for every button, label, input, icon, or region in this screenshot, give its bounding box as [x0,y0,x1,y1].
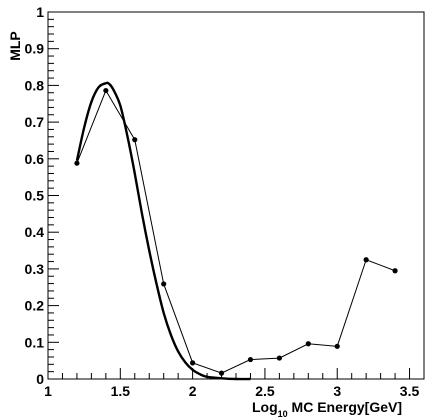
x-tick-label: 1.5 [111,383,131,399]
y-tick-label: 1 [36,4,44,20]
y-tick-label: 0.5 [25,188,45,204]
data-line [76,89,396,374]
data-point [363,257,369,263]
data-point [334,343,340,349]
x-axis-title-subscript: 10 [278,409,288,417]
y-tick-label: 0.9 [25,41,45,57]
y-tick-label: 0.8 [25,77,45,93]
y-tick-label: 0.6 [25,151,45,167]
data-point [161,281,167,287]
data-point [74,160,80,166]
y-tick-label: 0.7 [25,114,45,130]
axis-ticks: 1 1.5 2 2.5 3 3.5 0 0.1 0.2 0.3 0.4 0.5 0.6 0.7 0.8 0.9… [25,4,425,399]
x-tick-label: 3.5 [400,383,420,399]
x-tick-label: 3 [333,383,341,399]
data-point [190,360,196,366]
data-point [132,137,138,143]
x-tick-label: 2 [189,383,197,399]
y-tick-label: 0.1 [25,334,45,350]
data-point [103,87,109,94]
plot-marks [74,81,398,381]
x-tick-label: 1 [44,383,52,399]
data-point [305,341,311,347]
data-point [392,268,398,274]
x-axis-title-suffix: MC Energy[GeV] [288,399,402,415]
y-tick-label: 0 [36,371,44,387]
y-tick-label: 0.3 [25,261,45,277]
data-point [247,356,254,363]
y-tick-label: 0.4 [25,224,45,240]
y-tick-label: 0.2 [25,298,45,314]
y-axis-title: MLP [7,31,23,61]
data-point [276,355,282,361]
fit-curve [75,81,251,381]
x-tick-label: 2.5 [255,383,275,399]
x-axis-title-prefix: Log [252,399,278,415]
x-axis-title: Log10 MC Energy[GeV] [252,399,402,417]
